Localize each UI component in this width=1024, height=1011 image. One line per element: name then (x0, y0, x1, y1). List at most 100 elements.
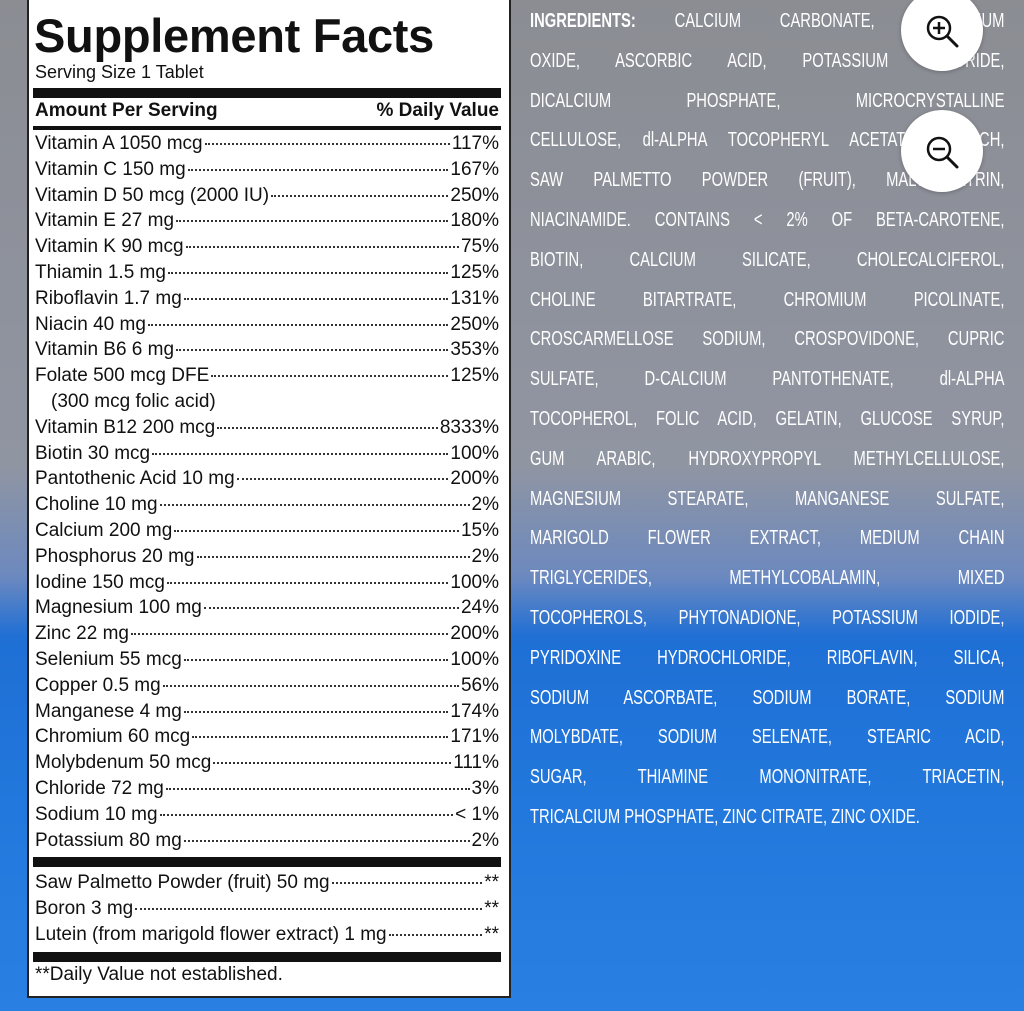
ingredient-line: MARIGOLD FLOWER EXTRACT, MEDIUM CHAIN (530, 523, 1004, 563)
dot-leader (162, 684, 459, 687)
thick-rule (33, 857, 501, 867)
daily-value: 100% (450, 571, 499, 593)
ingredients-label: INGREDIENTS: (530, 9, 636, 32)
nutrient-row: Vitamin B12 200 mcg 8333% (35, 417, 499, 443)
daily-value: 3% (471, 777, 499, 799)
daily-value: 24% (460, 597, 499, 619)
ingredient-line: DICALCIUM PHOSPHATE, MICROCRYSTALLINE (530, 86, 1004, 126)
dot-leader (165, 787, 470, 790)
daily-value: 125% (450, 261, 499, 283)
zoom-in-button[interactable] (901, 0, 983, 71)
nutrient-row: Vitamin A 1050 mcg 117% (35, 133, 499, 159)
ingredient-text: GUM ARABIC, HYDROXYPROPYL METHYLCELLULOS… (530, 446, 1005, 470)
daily-value: 8333% (439, 416, 499, 438)
daily-value: ** (484, 872, 499, 893)
ingredient-text: PYRIDOXINE HYDROCHLORIDE, RIBOFLAVIN, SI… (530, 645, 1005, 669)
amount-header: Amount Per Serving (35, 100, 218, 121)
ingredient-text: MAGNESIUM STEARATE, MANGANESE SULFATE, (530, 486, 1005, 510)
ingredient-text: CROSCARMELLOSE SODIUM, CROSPOVIDONE, CUP… (530, 327, 1005, 351)
nutrient-name: Vitamin B12 200 mcg (35, 416, 216, 438)
nutrient-row: Selenium 55 mcg 100% (35, 649, 499, 675)
nutrient-name: Niacin 40 mg (35, 313, 146, 335)
thick-rule (33, 88, 501, 98)
nutrient-name: Saw Palmetto Powder (fruit) 50 mg (35, 872, 330, 893)
dot-leader (211, 375, 449, 378)
dot-leader (174, 529, 459, 532)
other-rows: Saw Palmetto Powder (fruit) 50 mg ** Boron… (35, 872, 499, 949)
daily-value: 200% (450, 468, 499, 490)
nutrient-note: (300 mcg folic acid) (51, 390, 216, 412)
dot-leader (176, 220, 449, 223)
dot-leader (236, 478, 449, 481)
daily-value: 111% (453, 752, 499, 774)
nutrient-name: Thiamin 1.5 mg (35, 261, 166, 283)
dot-leader (159, 813, 454, 816)
ingredient-line: MAGNESIUM STEARATE, MANGANESE SULFATE, (530, 484, 1004, 524)
dot-leader (167, 271, 449, 274)
dot-leader (152, 452, 449, 455)
nutrient-name: Vitamin E 27 mg (35, 210, 175, 232)
ingredient-line: GUM ARABIC, HYDROXYPROPYL METHYLCELLULOS… (530, 444, 1004, 484)
ingredient-text: SAW PALMETTO POWDER (FRUIT), MALTODEXTRI… (530, 168, 1005, 192)
ingredient-line: MOLYBDATE, SODIUM SELENATE, STEARIC ACID… (530, 722, 1004, 762)
nutrient-row: Magnesium 100 mg 24% (35, 597, 499, 623)
daily-value: 171% (450, 726, 499, 748)
nutrient-row: Thiamin 1.5 mg 125% (35, 262, 499, 288)
nutrient-name: Chloride 72 mg (35, 777, 164, 799)
dot-leader (187, 168, 449, 171)
dot-leader (203, 607, 459, 610)
daily-value: 2% (471, 545, 499, 567)
daily-value-header: % Daily Value (376, 100, 499, 121)
nutrient-name: Choline 10 mg (35, 494, 158, 516)
serving-size: Serving Size 1 Tablet (35, 62, 204, 82)
supplement-facts-panel: Supplement Facts Serving Size 1 Tablet A… (27, 0, 511, 998)
daily-value: 250% (450, 184, 499, 206)
nutrient-row: Choline 10 mg 2% (35, 494, 499, 520)
dot-leader (183, 710, 449, 713)
ingredient-line: TOCOPHEROLS, PHYTONADIONE, POTASSIUM IOD… (530, 603, 1004, 643)
dot-leader (135, 907, 483, 910)
nutrient-name: Lutein (from marigold flower extract) 1 … (35, 923, 387, 945)
nutrient-row: Sodium 10 mg < 1% (35, 804, 499, 830)
daily-value: 117% (451, 133, 499, 154)
nutrient-row: Pantothenic Acid 10 mg 200% (35, 468, 499, 494)
daily-value: 353% (450, 339, 499, 361)
ingredient-line: SULFATE, D-CALCIUM PANTOTHENATE, dl-ALPH… (530, 364, 1004, 404)
daily-value: 131% (450, 287, 499, 309)
nutrient-row: Riboflavin 1.7 mg 131% (35, 288, 499, 314)
nutrient-name: Copper 0.5 mg (35, 674, 161, 696)
dot-leader (183, 658, 449, 661)
ingredient-text: CHOLINE BITARTRATE, CHROMIUM PICOLINATE, (530, 287, 1005, 311)
nutrient-name: Vitamin D 50 mcg (2000 IU) (35, 184, 270, 206)
ingredient-line: OXIDE, ASCORBIC ACID, POTASSIUM CHLORIDE… (530, 46, 1004, 86)
daily-value: 125% (450, 365, 499, 387)
nutrient-name: Pantothenic Acid 10 mg (35, 468, 235, 490)
nutrient-row: Vitamin B6 6 mg 353% (35, 339, 499, 365)
daily-value: 200% (450, 623, 499, 645)
daily-value: < 1% (455, 803, 499, 825)
nutrient-name: Iodine 150 mcg (35, 571, 165, 593)
dot-leader (183, 839, 470, 842)
ingredient-line: CROSCARMELLOSE SODIUM, CROSPOVIDONE, CUP… (530, 324, 1004, 364)
nutrient-name: Sodium 10 mg (35, 803, 158, 825)
daily-value: 174% (450, 700, 499, 722)
nutrient-name: Riboflavin 1.7 mg (35, 287, 182, 309)
nutrient-row: Iodine 150 mcg 100% (35, 572, 499, 598)
ingredient-text: MARIGOLD FLOWER EXTRACT, MEDIUM CHAIN (530, 526, 1005, 550)
nutrient-row: Chromium 60 mcg 171% (35, 726, 499, 752)
nutrient-name: Manganese 4 mg (35, 700, 182, 722)
ingredient-line: TOCOPHEROL, FOLIC ACID, GELATIN, GLUCOSE… (530, 404, 1004, 444)
daily-value: 2% (471, 494, 499, 516)
zoom-in-icon (926, 15, 959, 48)
ingredient-text: DICALCIUM PHOSPHATE, MICROCRYSTALLINE (530, 88, 1005, 112)
ingredient-line: TRICALCIUM PHOSPHATE, ZINC CITRATE, ZINC… (530, 802, 1004, 842)
nutrient-row: Biotin 30 mcg 100% (35, 443, 499, 469)
nutrient-row: Potassium 80 mg 2% (35, 830, 499, 856)
nutrient-name: Folate 500 mcg DFE (35, 365, 210, 387)
ingredient-text: CELLULOSE, dl-ALPHA TOCOPHERYL ACETATE, … (530, 128, 1005, 152)
zoom-out-button[interactable] (901, 110, 983, 192)
ingredient-text: TOCOPHEROL, FOLIC ACID, GELATIN, GLUCOSE… (530, 406, 1005, 430)
dot-leader (204, 143, 450, 145)
daily-value: 180% (450, 210, 499, 232)
